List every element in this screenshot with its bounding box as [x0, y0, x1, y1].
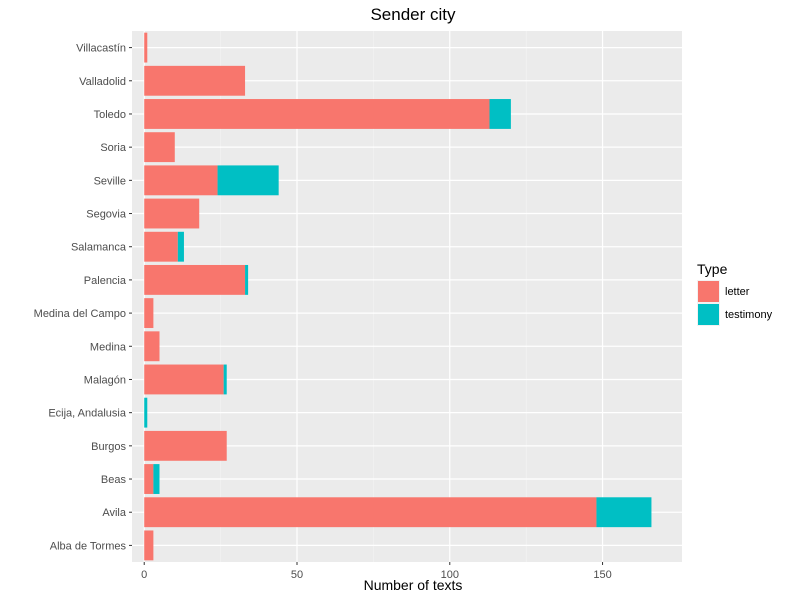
- bar-letter: [144, 331, 160, 362]
- bar-letter: [144, 264, 246, 295]
- x-axis-title: Number of texts: [364, 577, 463, 593]
- y-tick-label: Alba de Tormes: [50, 540, 127, 552]
- bar-letter: [144, 497, 597, 528]
- y-axis: Alba de Tormes Avila Beas Burgos Ecija, Anda…: [34, 43, 132, 552]
- bar-testimony: [489, 99, 511, 129]
- y-tick-label: Soria: [100, 142, 127, 154]
- x-tick-label: 100: [441, 569, 459, 581]
- bar-letter: [144, 132, 175, 163]
- y-tick-label: Salamanca: [71, 242, 127, 254]
- y-tick-label: Burgos: [91, 441, 126, 453]
- y-tick-label: Medina del Campo: [34, 308, 126, 320]
- y-tick-label: Malagón: [84, 374, 126, 386]
- y-tick-label: Avila: [102, 507, 127, 519]
- y-tick-label: Seville: [94, 175, 126, 187]
- legend-swatch-letter: [698, 281, 719, 302]
- chart-title: Sender city: [370, 5, 456, 24]
- y-tick-label: Beas: [101, 474, 127, 486]
- x-tick-label: 150: [593, 569, 611, 581]
- x-tick-label: 0: [141, 569, 147, 581]
- bar-letter: [144, 165, 218, 196]
- bar-letter: [144, 198, 200, 229]
- x-tick-label: 50: [291, 569, 303, 581]
- bar-letter: [144, 32, 148, 63]
- bar-testimony: [596, 497, 652, 528]
- bar-testimony: [217, 165, 279, 196]
- x-axis: 0 50 100 150: [141, 562, 612, 581]
- y-tick-label: Toledo: [94, 109, 126, 121]
- bar-letter: [144, 65, 246, 96]
- bar-letter: [144, 298, 154, 329]
- bar-testimony: [245, 264, 249, 295]
- y-tick-label: Ecija, Andalusia: [48, 408, 127, 420]
- legend-swatch-testimony: [698, 304, 719, 325]
- bar-testimony: [144, 397, 148, 428]
- bar-testimony: [153, 464, 160, 494]
- y-tick-label: Medina: [90, 341, 127, 353]
- y-tick-label: Palencia: [84, 275, 127, 287]
- bar-letter: [144, 364, 224, 395]
- legend-label: testimony: [725, 309, 773, 321]
- y-tick-label: Villacastín: [76, 43, 126, 55]
- legend: Type letter testimony: [697, 261, 773, 326]
- legend-label: letter: [725, 286, 750, 298]
- bar-testimony: [223, 364, 227, 395]
- legend-title: Type: [697, 261, 728, 277]
- bar-letter: [144, 99, 490, 129]
- y-tick-label: Valladolid: [79, 76, 126, 88]
- bar-letter: [144, 464, 154, 494]
- bar-letter: [144, 430, 227, 461]
- bar-testimony: [177, 231, 184, 262]
- bar-letter: [144, 530, 154, 561]
- y-tick-label: Segovia: [86, 209, 127, 221]
- plot-panel: [132, 31, 682, 562]
- bar-letter: [144, 231, 178, 262]
